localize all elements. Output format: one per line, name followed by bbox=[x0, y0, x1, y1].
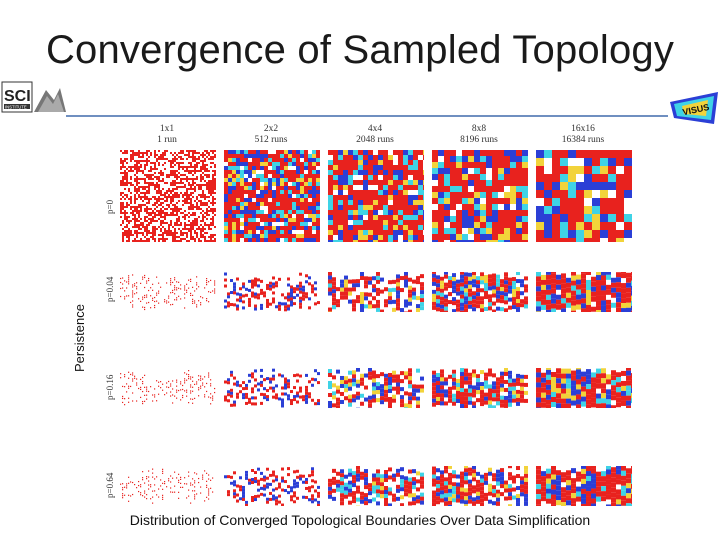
column-header: 1x1 1 run bbox=[122, 124, 212, 146]
topology-panel bbox=[328, 272, 424, 312]
topology-panel bbox=[120, 468, 214, 504]
topology-panel bbox=[224, 272, 320, 312]
topology-panel bbox=[328, 150, 424, 242]
column-header-label: 8x8 bbox=[471, 124, 487, 134]
topology-panel bbox=[120, 150, 216, 242]
topology-panel bbox=[328, 466, 424, 506]
topology-panel bbox=[536, 368, 632, 408]
column-header-label: 16x16 bbox=[571, 124, 595, 134]
topology-panel bbox=[432, 272, 528, 312]
column-header: 8x8 8196 runs bbox=[434, 124, 524, 146]
topology-panel bbox=[224, 368, 320, 408]
column-header-sub: 2048 runs bbox=[356, 135, 394, 145]
topology-panel bbox=[432, 466, 528, 506]
column-header: 16x16 16384 runs bbox=[538, 124, 628, 146]
title-divider bbox=[66, 115, 668, 117]
column-header-sub: 1 run bbox=[157, 135, 177, 145]
topology-panel bbox=[432, 368, 528, 408]
column-header-label: 1x1 bbox=[159, 124, 175, 134]
sci-institute-logo: SCI INSTITUTE bbox=[0, 80, 66, 114]
topology-panel bbox=[120, 274, 216, 311]
topology-panel bbox=[536, 150, 632, 242]
column-header: 2x2 512 runs bbox=[226, 124, 316, 146]
topology-panel bbox=[224, 150, 320, 242]
row-label: p=0.16 bbox=[105, 374, 115, 400]
row-label: p=0 bbox=[105, 199, 115, 214]
topology-panel bbox=[432, 150, 528, 242]
column-header: 4x4 2048 runs bbox=[330, 124, 420, 146]
column-header-label: 4x4 bbox=[367, 124, 383, 134]
svg-text:SCI: SCI bbox=[4, 88, 31, 105]
figure-caption: Distribution of Converged Topological Bo… bbox=[129, 512, 591, 528]
column-header-sub: 16384 runs bbox=[561, 135, 605, 145]
visus-logo: VISUS bbox=[670, 92, 718, 124]
topology-panel bbox=[224, 467, 320, 506]
column-header-label: 2x2 bbox=[263, 124, 279, 134]
row-label: p=0.64 bbox=[105, 472, 115, 498]
topology-panel bbox=[120, 370, 216, 406]
svg-text:INSTITUTE: INSTITUTE bbox=[5, 104, 27, 109]
y-axis-label: Persistence bbox=[72, 304, 87, 372]
topology-panel bbox=[328, 368, 424, 408]
slide-title: Convergence of Sampled Topology bbox=[45, 28, 675, 72]
row-label: p=0.04 bbox=[105, 276, 115, 302]
topology-panel bbox=[536, 466, 632, 506]
column-header-sub: 8196 runs bbox=[460, 135, 498, 145]
topology-panel bbox=[536, 272, 632, 312]
column-header-sub: 512 runs bbox=[254, 135, 288, 145]
